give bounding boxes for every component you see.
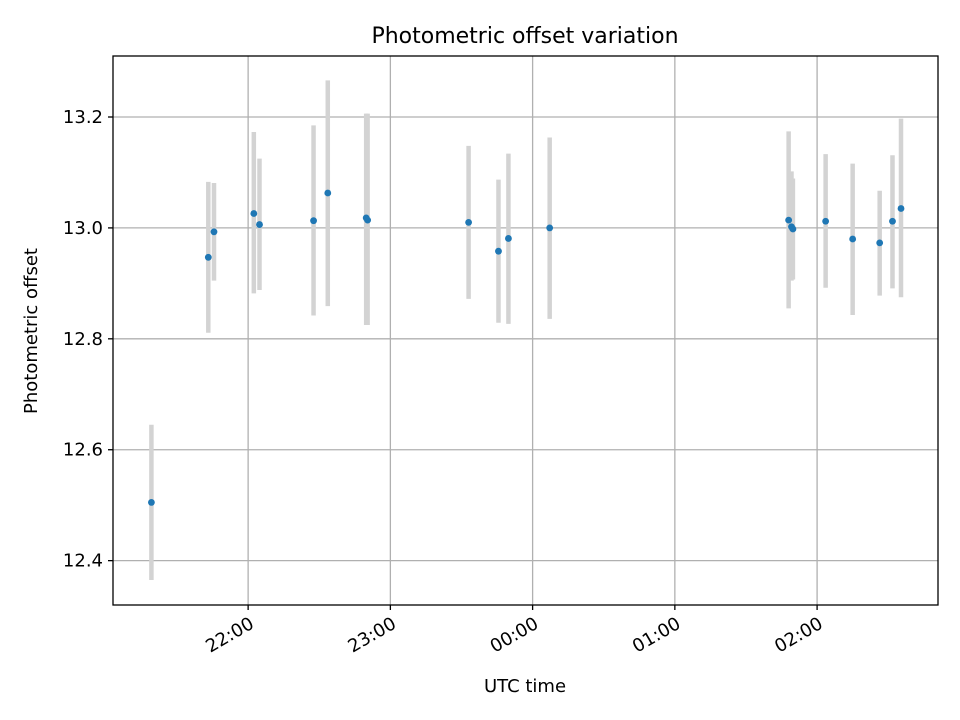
tick-marks — [108, 116, 818, 610]
data-point-11 — [505, 235, 512, 242]
y-axis-label: Photometric offset — [21, 248, 42, 414]
data-point-15 — [789, 225, 797, 233]
y-tick-label: 12.8 — [63, 329, 103, 350]
data-point-3 — [250, 210, 258, 217]
data-point-0 — [148, 499, 155, 506]
data-point-16 — [822, 217, 830, 225]
error-bars — [149, 80, 904, 581]
data-point-4 — [256, 221, 263, 228]
x-tick-label: 00:00 — [487, 613, 542, 657]
data-point-8 — [364, 216, 372, 224]
data-point-19 — [889, 217, 896, 225]
data-point-17 — [849, 235, 857, 243]
y-tick-label: 12.6 — [63, 440, 103, 461]
y-tick-label: 12.4 — [63, 551, 103, 572]
data-point-13 — [785, 216, 793, 224]
gridlines — [113, 56, 938, 605]
y-tick-label: 13.0 — [63, 218, 103, 239]
x-tick-label: 02:00 — [771, 613, 826, 657]
data-point-9 — [465, 218, 473, 226]
data-point-18 — [876, 239, 884, 247]
data-point-5 — [310, 217, 317, 225]
data-point-10 — [495, 247, 502, 255]
data-point-1 — [204, 253, 212, 261]
data-point-12 — [546, 224, 554, 232]
x-tick-label: 01:00 — [629, 613, 684, 657]
chart-title: Photometric offset variation — [371, 24, 678, 49]
x-tick-label: 22:00 — [202, 613, 257, 657]
data-point-20 — [897, 205, 905, 212]
data-point-6 — [324, 189, 332, 197]
tick-labels: 22:00 23:00 00:00 01:00 02:00 12.4 12.6 12.8 13.… — [63, 107, 827, 657]
y-tick-label: 13.2 — [63, 107, 103, 128]
data-point-2 — [210, 228, 218, 236]
data-points — [148, 189, 905, 506]
x-axis-label: UTC time — [484, 676, 566, 697]
plot-frame — [112, 55, 939, 606]
x-tick-label: 23:00 — [344, 613, 399, 657]
